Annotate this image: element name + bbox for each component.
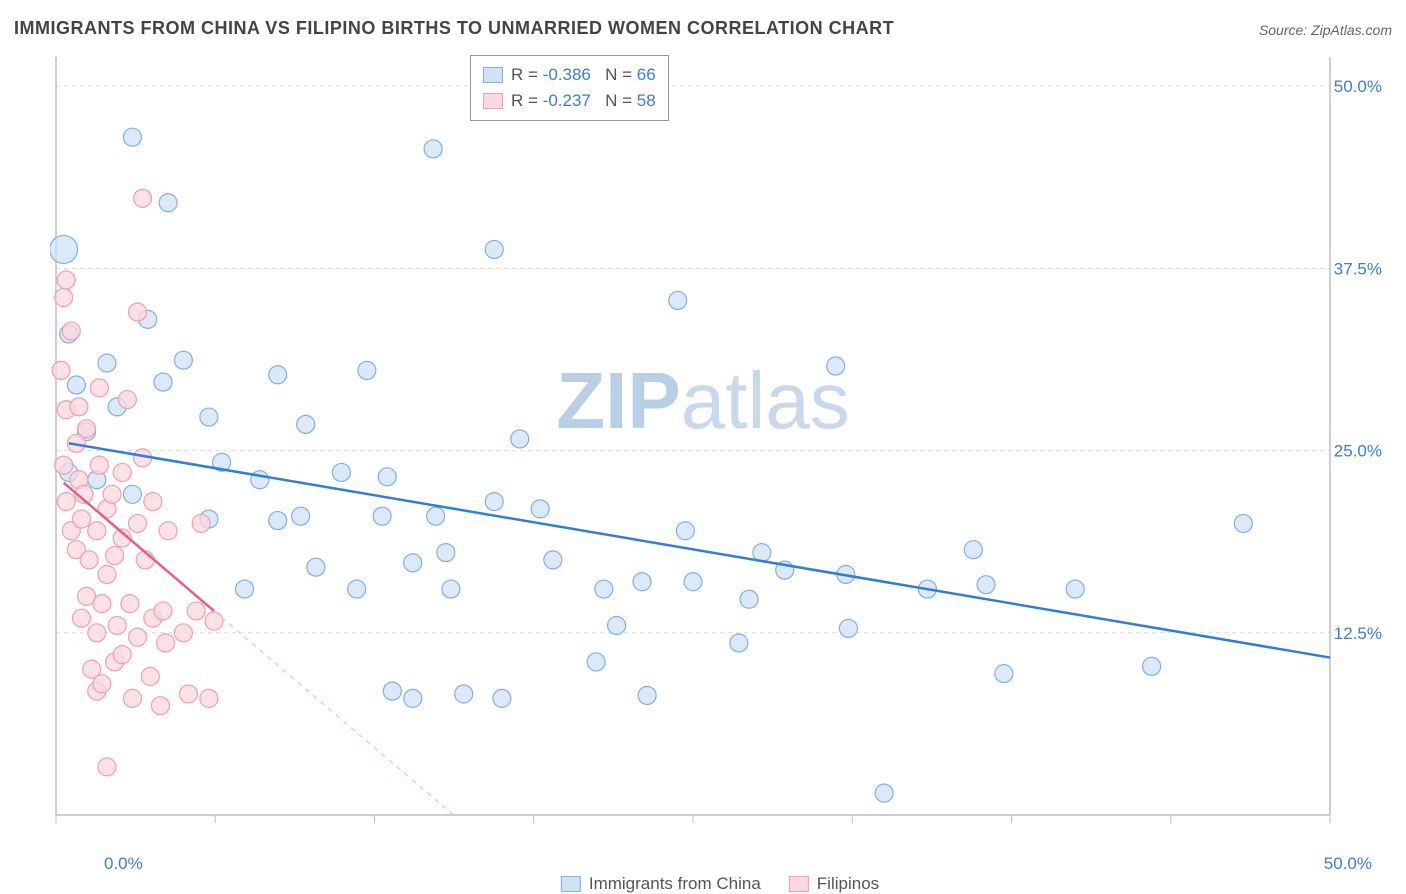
r-value-filipinos: -0.237 (543, 91, 591, 110)
r-value-china: -0.386 (543, 65, 591, 84)
n-value-filipinos: 58 (637, 91, 656, 110)
r-label: R (511, 65, 523, 84)
legend-item: Filipinos (789, 874, 879, 894)
legend-swatch (789, 876, 809, 892)
correlation-legend: R = -0.386 N = 66 R = -0.237 N = 58 (470, 55, 669, 121)
legend-swatch (561, 876, 581, 892)
svg-text:50.0%: 50.0% (1334, 77, 1382, 96)
swatch-china (483, 67, 503, 83)
n-value-china: 66 (637, 65, 656, 84)
svg-text:12.5%: 12.5% (1334, 624, 1382, 643)
eq-sign: = (528, 91, 538, 110)
x-axis-max: 50.0% (1324, 854, 1372, 874)
legend-label: Immigrants from China (589, 874, 761, 894)
chart-container: IMMIGRANTS FROM CHINA VS FILIPINO BIRTHS… (0, 0, 1406, 892)
legend-row-china: R = -0.386 N = 66 (483, 62, 656, 88)
legend-item: Immigrants from China (561, 874, 761, 894)
legend-label: Filipinos (817, 874, 879, 894)
svg-text:37.5%: 37.5% (1334, 259, 1382, 278)
r-label: R (511, 91, 523, 110)
n-label: N (605, 91, 617, 110)
eq-sign: = (622, 65, 632, 84)
n-label: N (605, 65, 617, 84)
swatch-filipinos (483, 93, 503, 109)
eq-sign: = (622, 91, 632, 110)
x-axis-min: 0.0% (104, 854, 143, 874)
scatter-chart: 12.5% 25.0% 37.5% 50.0% (50, 55, 1390, 845)
svg-text:25.0%: 25.0% (1334, 442, 1382, 461)
source-label: Source: ZipAtlas.com (1259, 22, 1392, 38)
chart-title: IMMIGRANTS FROM CHINA VS FILIPINO BIRTHS… (14, 18, 894, 39)
legend-row-filipinos: R = -0.237 N = 58 (483, 88, 656, 114)
eq-sign: = (528, 65, 538, 84)
